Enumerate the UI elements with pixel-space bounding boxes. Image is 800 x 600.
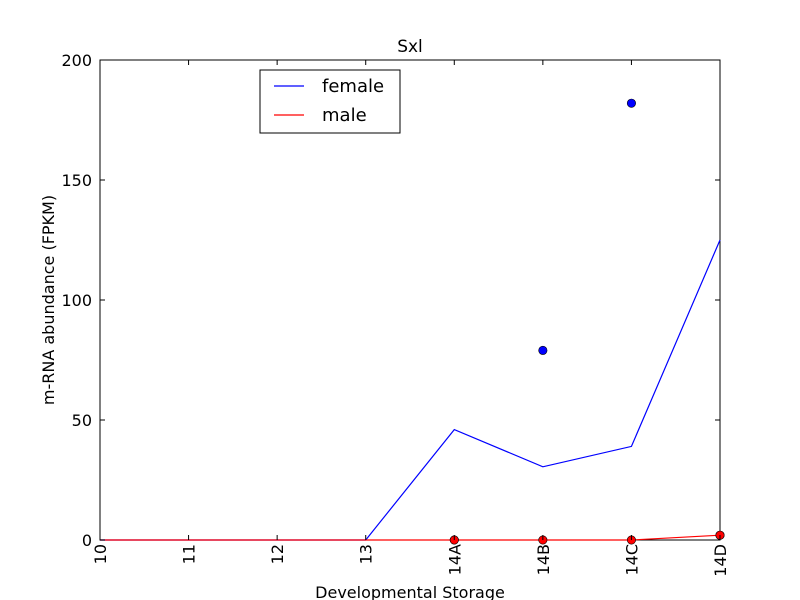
x-tick-label: 14A bbox=[445, 544, 464, 575]
x-tick-label: 14B bbox=[534, 544, 553, 575]
plot-area bbox=[99, 59, 721, 541]
y-tick-label: 50 bbox=[72, 411, 92, 430]
legend-label-female: female bbox=[322, 76, 384, 97]
chart-title: Sxl bbox=[397, 37, 423, 57]
x-tick-label: 14D bbox=[711, 544, 730, 577]
x-axis: 10 11 12 13 14A 14B 14C 14D bbox=[91, 60, 730, 577]
x-tick-label: 10 bbox=[91, 544, 110, 564]
data-point-female bbox=[626, 98, 636, 108]
x-tick-label: 13 bbox=[357, 544, 376, 564]
data-point-female bbox=[538, 345, 548, 355]
y-tick-label: 0 bbox=[82, 531, 92, 550]
x-tick-label: 14C bbox=[622, 544, 641, 576]
x-tick-label: 11 bbox=[180, 544, 199, 564]
legend-box bbox=[259, 69, 401, 134]
x-tick-label: 12 bbox=[268, 544, 287, 564]
y-tick-label: 100 bbox=[61, 291, 92, 310]
y-axis: 0 50 100 150 200 bbox=[61, 51, 720, 550]
series-line-male bbox=[100, 534, 721, 541]
legend-label-male: male bbox=[322, 105, 367, 126]
y-axis-label: m-RNA abundance (FPKM) bbox=[39, 195, 58, 405]
y-tick-label: 200 bbox=[61, 51, 92, 70]
legend: female male bbox=[259, 69, 401, 134]
y-tick-label: 150 bbox=[61, 171, 92, 190]
x-axis-label: Developmental Storage bbox=[315, 583, 505, 600]
